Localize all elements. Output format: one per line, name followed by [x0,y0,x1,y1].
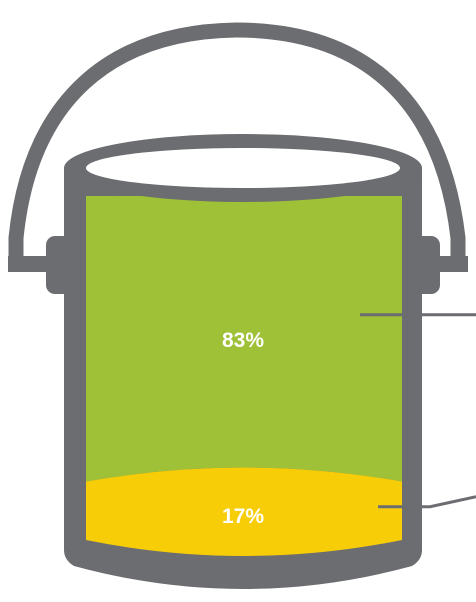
leader-line-2 [378,495,476,509]
can-handle [8,22,466,266]
leader-lines [360,313,476,509]
can-opening [86,148,400,188]
segment-label-1: 83% [222,329,264,352]
segment-labels: 83% 17% [222,329,264,528]
segment-2 [86,467,402,556]
segment-1 [86,196,402,482]
segment-label-2: 17% [222,505,264,528]
handle-foot-left [8,256,58,272]
can-fill-segments [86,196,402,556]
